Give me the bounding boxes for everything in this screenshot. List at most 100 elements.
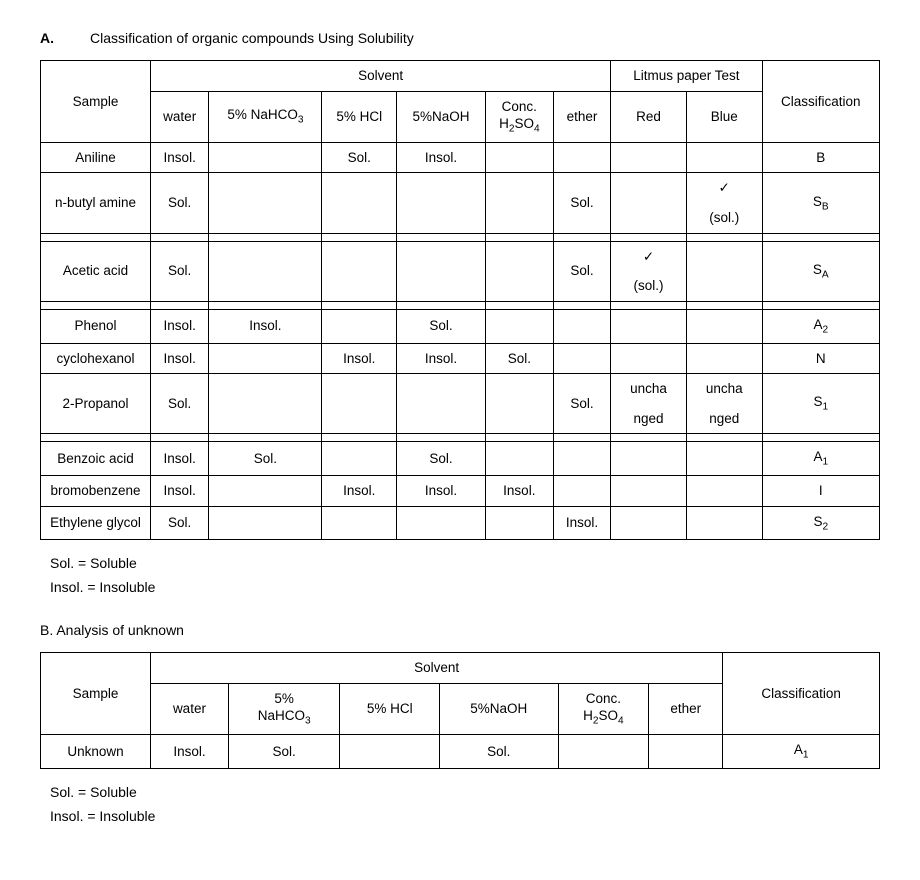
blue-cell [686, 506, 762, 540]
nahco3-cell [209, 142, 322, 173]
table-row: UnknownInsol.Sol.Sol.A1 [41, 734, 880, 768]
h2so4-cell [485, 506, 553, 540]
header-b-ether: ether [649, 683, 723, 734]
blue-cell [686, 343, 762, 374]
water-cell: Insol. [151, 309, 209, 343]
classification-cell: I [762, 476, 879, 507]
blue-cell [686, 442, 762, 476]
ether-cell: Insol. [553, 506, 610, 540]
legend-a-line2: Insol. = Insoluble [50, 576, 880, 600]
blue-cell [686, 142, 762, 173]
nahco3-cell: Insol. [209, 309, 322, 343]
classification-cell: S2 [762, 506, 879, 540]
header-red: Red [611, 91, 687, 142]
naoh-cell [397, 173, 486, 233]
h2so4-cell [558, 734, 649, 768]
classification-cell: A1 [762, 442, 879, 476]
classification-cell: S1 [762, 374, 879, 434]
sample-cell: Ethylene glycol [41, 506, 151, 540]
hcl-cell [340, 734, 440, 768]
classification-cell: SA [762, 241, 879, 301]
red-cell [611, 203, 687, 233]
header-water: water [151, 91, 209, 142]
water-cell: Insol. [151, 343, 209, 374]
nahco3-cell: Sol. [228, 734, 340, 768]
sample-cell: Phenol [41, 309, 151, 343]
header-b-hcl: 5% HCl [340, 683, 440, 734]
table-row: bromobenzeneInsol.Insol.Insol.Insol.I [41, 476, 880, 507]
header-hcl: 5% HCl [322, 91, 397, 142]
legend-b-line2: Insol. = Insoluble [50, 805, 880, 829]
h2so4-cell [485, 442, 553, 476]
h2so4-cell [485, 374, 553, 434]
sample-cell: Aniline [41, 142, 151, 173]
classification-cell: B [762, 142, 879, 173]
spacer-row [41, 434, 880, 442]
naoh-cell [397, 374, 486, 434]
hcl-cell [322, 374, 397, 434]
sample-cell: 2-Propanol [41, 374, 151, 434]
table-row: 2-PropanolSol.Sol.unchaunchaS1 [41, 374, 880, 404]
hcl-cell [322, 442, 397, 476]
hcl-cell: Sol. [322, 142, 397, 173]
hcl-cell [322, 309, 397, 343]
water-cell: Insol. [151, 142, 209, 173]
nahco3-cell [209, 476, 322, 507]
header-b-water: water [151, 683, 229, 734]
header-b-naoh: 5%NaOH [439, 683, 558, 734]
classification-cell: A1 [723, 734, 880, 768]
nahco3-cell [209, 173, 322, 233]
blue-cell: (sol.) [686, 203, 762, 233]
ether-cell [553, 442, 610, 476]
table-row: Ethylene glycolSol. Insol. S2 [41, 506, 880, 540]
header-b-sample: Sample [41, 652, 151, 734]
naoh-cell: Sol. [397, 309, 486, 343]
header-nahco3: 5% NaHCO3 [209, 91, 322, 142]
red-cell: nged [611, 404, 687, 434]
header-blue: Blue [686, 91, 762, 142]
water-cell: Insol. [151, 442, 209, 476]
naoh-cell: Sol. [397, 442, 486, 476]
classification-cell: SB [762, 173, 879, 233]
legend-b-line1: Sol. = Soluble [50, 781, 880, 805]
water-cell: Sol. [151, 374, 209, 434]
red-cell [611, 173, 687, 203]
h2so4-cell [485, 241, 553, 301]
sample-cell: Unknown [41, 734, 151, 768]
ether-cell [553, 142, 610, 173]
ether-cell [553, 309, 610, 343]
table-row: Acetic acidSol.Sol.✓SA [41, 241, 880, 271]
table-a: Sample Solvent Litmus paper Test Classif… [40, 60, 880, 540]
naoh-cell [397, 506, 486, 540]
table-row: Benzoic acidInsol.Sol.Sol.A1 [41, 442, 880, 476]
header-classification: Classification [762, 61, 879, 143]
red-cell [611, 506, 687, 540]
blue-cell [686, 241, 762, 271]
naoh-cell: Insol. [397, 142, 486, 173]
naoh-cell: Insol. [397, 343, 486, 374]
header-ether: ether [553, 91, 610, 142]
header-solvent: Solvent [151, 61, 611, 92]
blue-cell: uncha [686, 374, 762, 404]
ether-cell: Sol. [553, 374, 610, 434]
water-cell: Sol. [151, 506, 209, 540]
section-a-letter: A. [40, 30, 90, 46]
red-cell: uncha [611, 374, 687, 404]
table-b: Sample Solvent Classification water 5%Na… [40, 652, 880, 769]
sample-cell: bromobenzene [41, 476, 151, 507]
nahco3-cell [209, 506, 322, 540]
blue-cell [686, 476, 762, 507]
spacer-row [41, 233, 880, 241]
section-b-title: B. Analysis of unknown [40, 622, 880, 638]
blue-cell: ✓ [686, 173, 762, 203]
ether-cell: Sol. [553, 241, 610, 301]
red-cell [611, 442, 687, 476]
table-row: n-butyl amineSol.Sol.✓SB [41, 173, 880, 203]
legend-b: Sol. = Soluble Insol. = Insoluble [50, 781, 880, 829]
red-cell [611, 343, 687, 374]
hcl-cell [322, 173, 397, 233]
sample-cell: n-butyl amine [41, 173, 151, 233]
blue-cell [686, 271, 762, 301]
naoh-cell: Insol. [397, 476, 486, 507]
section-a-title: Classification of organic compounds Usin… [90, 30, 414, 46]
